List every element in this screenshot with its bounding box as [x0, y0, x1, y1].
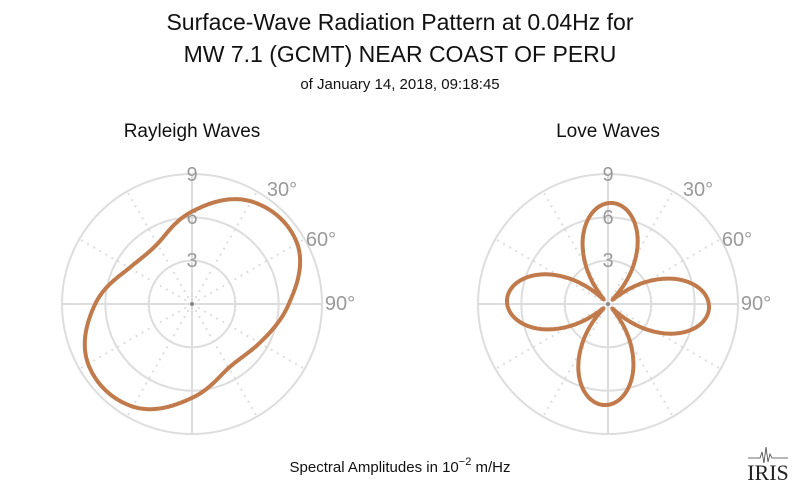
- title-line-2: MW 7.1 (GCMT) NEAR COAST OF PERU: [184, 41, 617, 67]
- grid-spoke: [78, 238, 193, 305]
- radial-tick-3: 3: [186, 250, 197, 272]
- grid-ring-9: [61, 173, 323, 435]
- angle-tick-30: 30°: [267, 179, 297, 201]
- love-title: Love Waves: [556, 121, 660, 142]
- grid-ring-9: [477, 173, 739, 435]
- rayleigh-pattern-line: [82, 197, 303, 412]
- grid-spoke: [542, 190, 609, 305]
- grid-spoke: [191, 303, 306, 370]
- grid-ring-6: [520, 216, 696, 392]
- rayleigh-grid: [61, 173, 323, 435]
- grid-spoke: [542, 303, 609, 418]
- radial-tick-3: 3: [602, 250, 613, 272]
- xlabel-prefix: Spectral Amplitudes in 10: [290, 459, 459, 476]
- love-grid: [477, 173, 739, 435]
- radial-tick-6: 6: [602, 207, 613, 229]
- iris-logo-text: IRIS: [747, 460, 789, 485]
- center-dot: [190, 302, 194, 306]
- grid-ring-3: [563, 259, 653, 349]
- x-axis-label: Spectral Amplitudes in 10−2 m/Hz: [290, 456, 511, 476]
- love-polar-plot: Love Waves 9 6 3 30° 60° 90°: [477, 121, 771, 435]
- grid-spoke: [494, 303, 609, 370]
- radial-tick-9: 9: [186, 164, 197, 186]
- grid-spoke: [607, 190, 674, 305]
- love-pattern-line: [505, 201, 711, 407]
- grid-spoke: [191, 190, 258, 305]
- angle-tick-60: 60°: [306, 229, 336, 251]
- title-line-1: Surface-Wave Radiation Pattern at 0.04Hz…: [166, 9, 633, 35]
- rayleigh-polar-plot: Rayleigh Waves 9 6 3 30° 60° 90°: [61, 121, 355, 435]
- angle-tick-30: 30°: [683, 179, 713, 201]
- center-dot: [606, 302, 610, 306]
- angle-tick-90: 90°: [741, 293, 771, 315]
- xlabel-exponent: −2: [459, 456, 472, 468]
- grid-spoke: [494, 238, 609, 305]
- grid-ring-3: [147, 259, 237, 349]
- xlabel-suffix: m/Hz: [471, 459, 510, 476]
- angle-tick-90: 90°: [325, 293, 355, 315]
- grid-ring-6: [104, 216, 280, 392]
- grid-spoke: [126, 190, 193, 305]
- grid-spoke: [191, 303, 258, 418]
- grid-spoke: [78, 303, 193, 370]
- rayleigh-title: Rayleigh Waves: [124, 121, 261, 142]
- angle-tick-60: 60°: [722, 229, 752, 251]
- grid-spoke: [607, 238, 722, 305]
- radial-tick-6: 6: [186, 207, 197, 229]
- grid-spoke: [126, 303, 193, 418]
- grid-spoke: [191, 238, 306, 305]
- subtitle: of January 14, 2018, 09:18:45: [300, 76, 499, 93]
- grid-spoke: [607, 303, 722, 370]
- radial-tick-9: 9: [602, 164, 613, 186]
- grid-spoke: [607, 303, 674, 418]
- iris-logo: IRIS: [747, 446, 789, 485]
